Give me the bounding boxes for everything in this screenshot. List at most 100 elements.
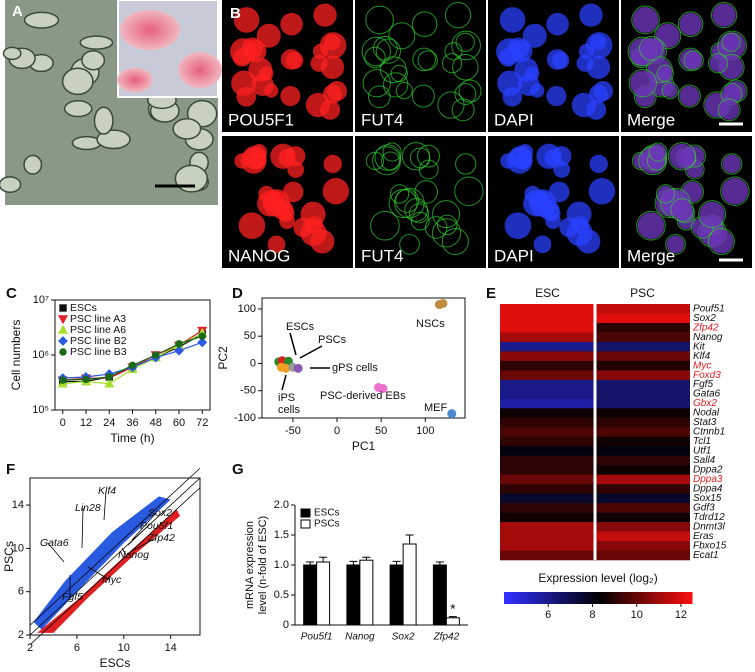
column-header: ESC xyxy=(535,286,560,300)
colony xyxy=(23,154,43,175)
nucleus xyxy=(259,66,274,81)
annotation-leader xyxy=(129,537,157,553)
row-label: Sall4 xyxy=(693,455,716,466)
annotation: Zfp42 xyxy=(147,532,175,544)
colorbar-step xyxy=(601,592,605,604)
row-label: Tcl1 xyxy=(693,436,711,447)
colorbar-step xyxy=(582,592,586,604)
heat-cell xyxy=(500,427,595,438)
colorbar-tick-label: 12 xyxy=(675,609,687,621)
heat-cell xyxy=(595,341,690,352)
row-label: Nodal xyxy=(693,408,720,419)
cell-outline xyxy=(365,5,394,35)
x-tick-label: 36 xyxy=(126,417,138,429)
heat-cell xyxy=(500,417,595,428)
nucleus xyxy=(507,37,530,60)
colorbar-step xyxy=(670,592,674,604)
colorbar-step xyxy=(532,592,536,604)
colorbar-step xyxy=(569,592,574,604)
cell-outline xyxy=(454,83,477,105)
annotation: MEF xyxy=(424,402,448,414)
nucleus xyxy=(566,201,592,227)
plot-frame xyxy=(29,477,201,636)
row-label: Dppa2 xyxy=(693,465,723,476)
fold-line xyxy=(29,487,201,646)
error-bar xyxy=(405,534,414,544)
colorbar-step xyxy=(588,592,593,604)
heat-cell xyxy=(500,436,595,447)
error-bar xyxy=(349,560,358,565)
colorbar-step xyxy=(566,592,571,604)
nucleus xyxy=(709,54,727,72)
colorbar-step xyxy=(679,592,684,604)
cell-outline xyxy=(441,227,469,256)
nucleus xyxy=(504,212,532,240)
annotation: Lin28 xyxy=(75,502,101,514)
x-tick-label: 100 xyxy=(416,425,434,437)
cell-outline xyxy=(444,1,472,29)
x-axis-label: ESCs xyxy=(100,656,131,670)
row-label: Myc xyxy=(693,360,711,371)
colorbar-step xyxy=(666,592,671,604)
x-tick-label: 24 xyxy=(103,417,115,429)
annotation: Myc xyxy=(102,574,122,586)
heat-cell xyxy=(595,313,690,324)
nucleus xyxy=(524,185,541,203)
nucleus xyxy=(666,235,685,254)
error-bar xyxy=(392,560,401,565)
nucleus xyxy=(637,212,665,240)
nucleus xyxy=(499,7,526,33)
colorbar-step xyxy=(651,592,655,604)
x-tick-label: Nanog xyxy=(345,632,375,643)
colorbar-step xyxy=(513,592,518,604)
x-tick-label: 72 xyxy=(196,417,208,429)
point xyxy=(447,409,457,419)
colorbar-step xyxy=(688,592,693,604)
nucleus xyxy=(721,178,749,205)
cell-outline xyxy=(372,35,398,61)
colorbar-step xyxy=(579,592,583,604)
stain-label: FUT4 xyxy=(361,246,404,265)
x-tick-label: 10 xyxy=(118,642,130,654)
row-label: Zfp42 xyxy=(692,322,719,333)
legend-label: PSC line A6 xyxy=(70,324,126,336)
error-bar xyxy=(448,616,457,618)
x-tick-label: 48 xyxy=(150,417,162,429)
heat-cell xyxy=(595,531,690,542)
colorbar-step xyxy=(648,592,652,604)
marker xyxy=(59,348,67,356)
stain-label: DAPI xyxy=(494,110,534,129)
colorbar-step xyxy=(613,592,618,604)
colorbar-step xyxy=(645,592,649,604)
legend-label: ESCs xyxy=(70,302,97,314)
y-tick-label: 0 xyxy=(283,619,289,631)
row-label: Gata6 xyxy=(693,389,721,400)
heat-cell xyxy=(500,341,595,352)
row-label: Dnmt3l xyxy=(693,521,725,532)
heat-cell xyxy=(500,351,595,362)
cell-outline xyxy=(412,47,436,72)
colorbar-step xyxy=(560,592,565,604)
annotation: gPS cells xyxy=(332,362,378,374)
cell-outline xyxy=(451,98,475,122)
y-axis-label: level (n-fold of ESC) xyxy=(257,516,269,614)
nucleus xyxy=(251,144,268,161)
row-label: Stat3 xyxy=(693,417,717,428)
nucleus xyxy=(310,54,328,72)
colorbar-tick-label: 6 xyxy=(545,609,551,621)
y-tick-label: 50 xyxy=(244,330,256,342)
nucleus xyxy=(685,51,703,70)
nucleus xyxy=(632,7,659,33)
heat-cell xyxy=(595,493,690,504)
nucleus xyxy=(525,66,540,81)
colorbar-step xyxy=(626,592,630,604)
colorbar-step xyxy=(538,592,543,604)
nucleus xyxy=(322,178,350,205)
panel-label: B xyxy=(230,5,241,22)
nucleus xyxy=(522,23,547,48)
cell-outline xyxy=(390,64,408,83)
annotation: NSCs xyxy=(416,318,445,330)
heat-cell xyxy=(595,408,690,419)
colorbar-step xyxy=(641,592,646,604)
